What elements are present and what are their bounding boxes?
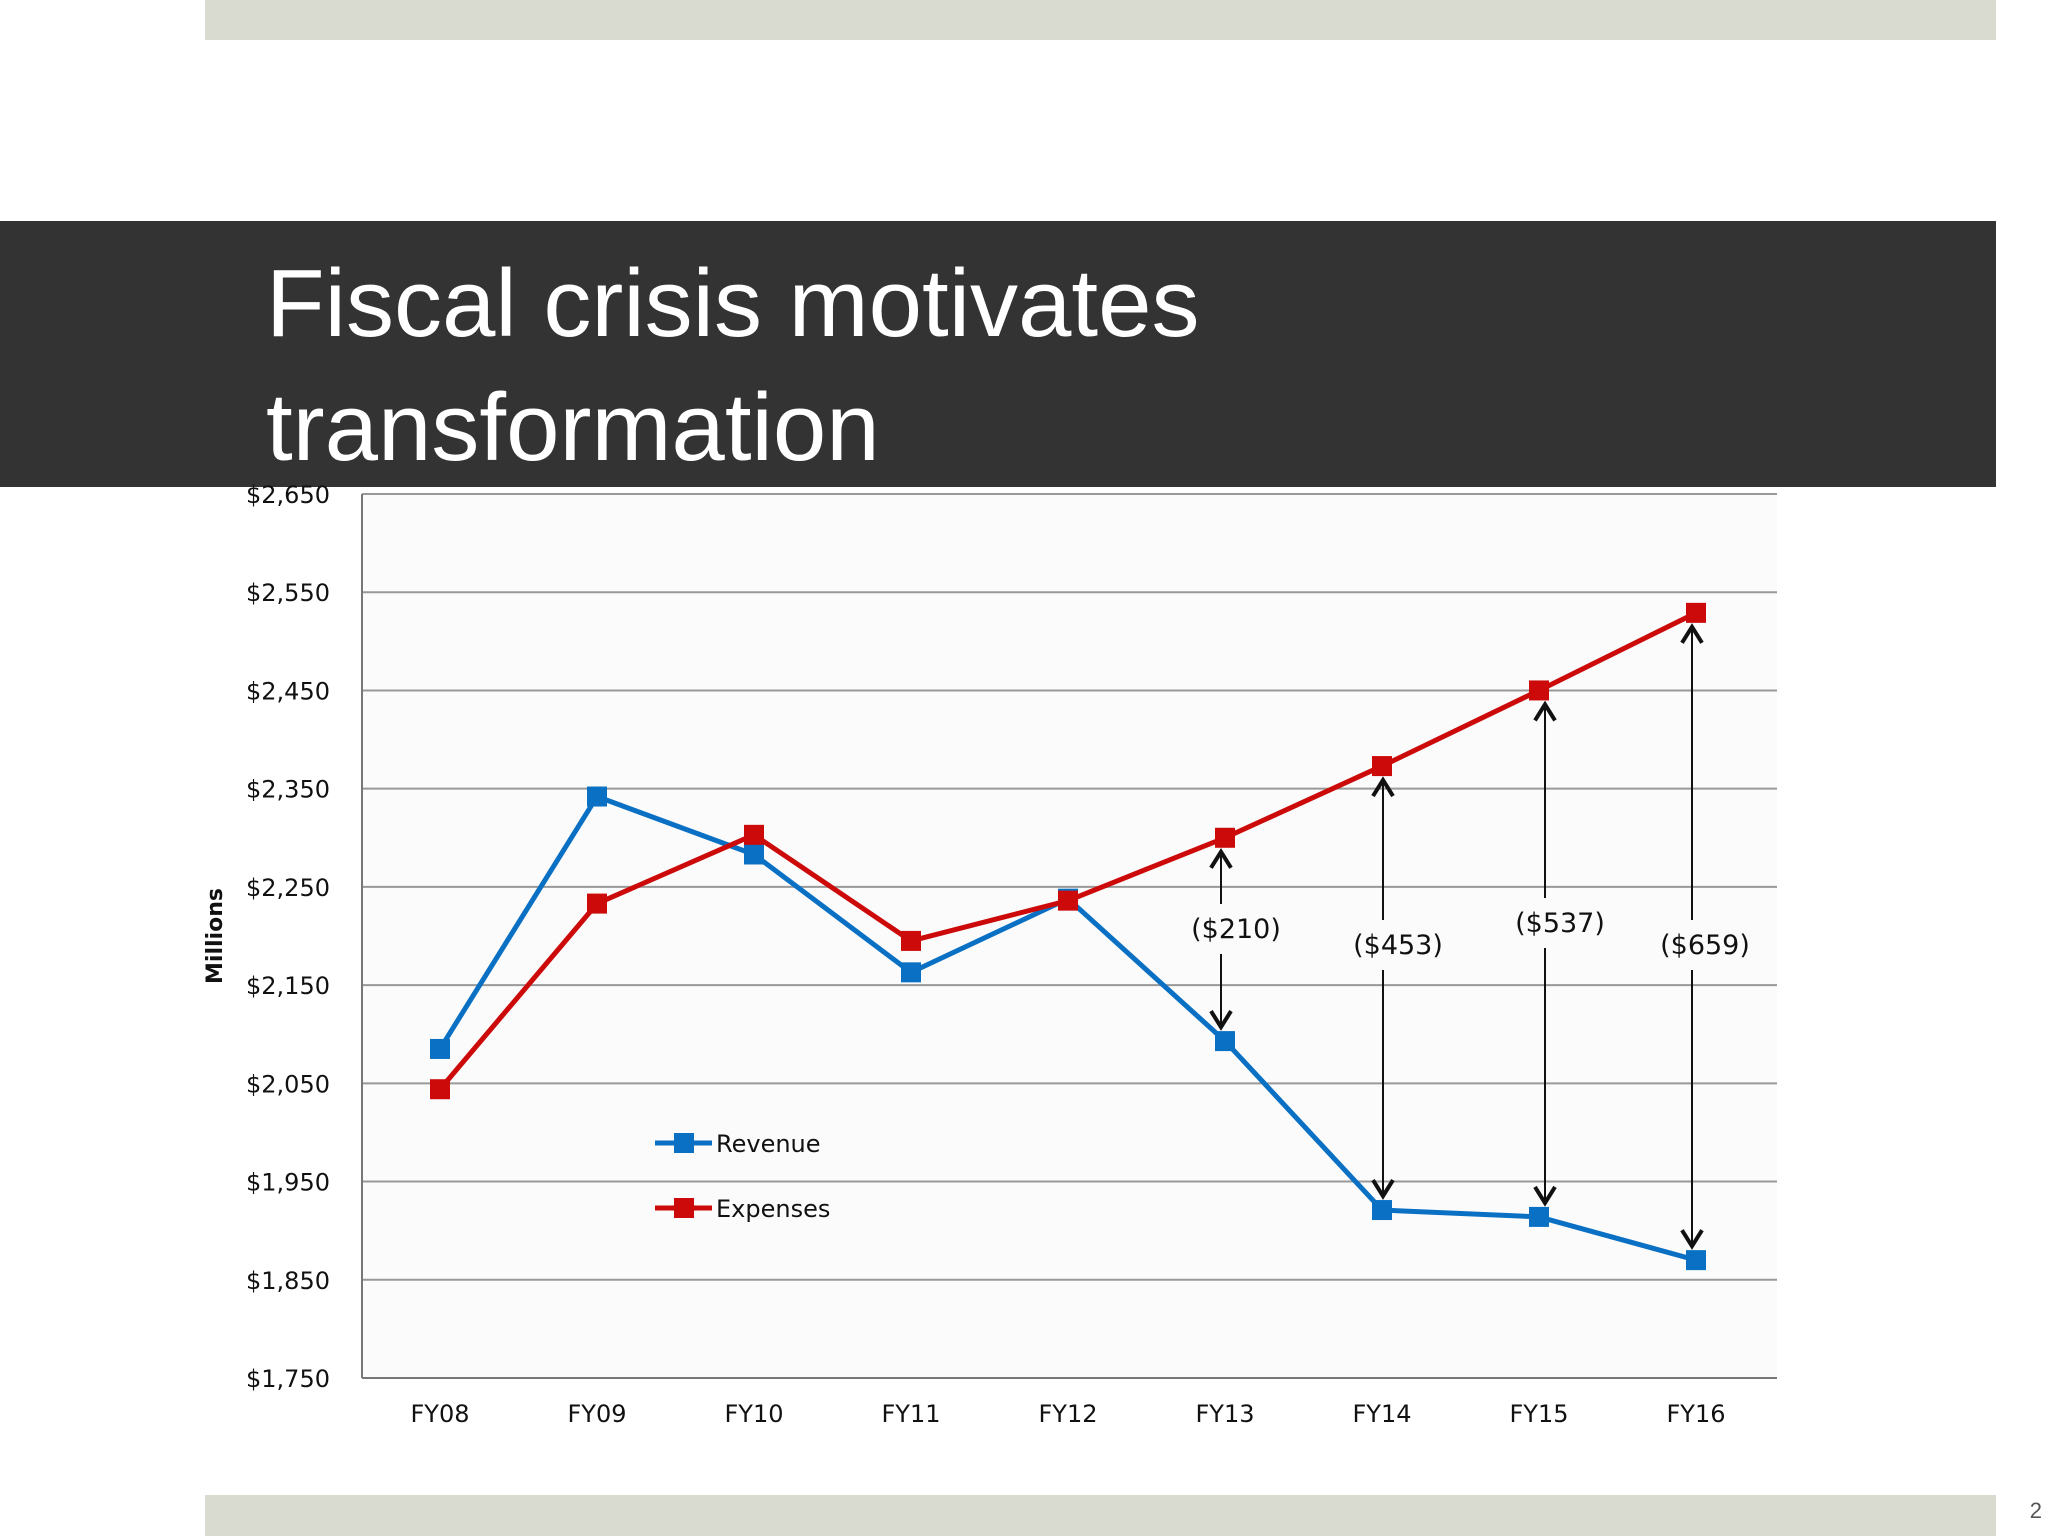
gap-arrow: ($210) [1191, 848, 1281, 1031]
revenue-marker [744, 844, 764, 865]
y-tick-label: $1,850 [246, 1267, 330, 1295]
gap-arrow: ($537) [1515, 700, 1605, 1207]
x-tick-label: FY09 [567, 1400, 626, 1428]
bottom-accent-bar [205, 1495, 1996, 1536]
revenue-marker [1529, 1206, 1549, 1227]
gap-label: ($210) [1191, 914, 1281, 945]
revenue-marker [430, 1038, 450, 1059]
slide-title: Fiscal crisis motivates transformation [266, 250, 1200, 481]
legend-item-revenue: Revenue [655, 1130, 821, 1158]
y-tick-label: $1,750 [246, 1365, 330, 1393]
x-tick-label: FY11 [881, 1400, 940, 1428]
gap-arrow: ($453) [1353, 776, 1443, 1200]
legend-marker [674, 1198, 694, 1218]
y-tick-label: $2,350 [246, 776, 330, 804]
legend-label: Expenses [716, 1195, 830, 1223]
gap-annotations: ($210) ($453) ($537) ($659) [1191, 623, 1750, 1250]
chart-series [430, 602, 1706, 1271]
revenue-marker [587, 786, 607, 807]
chart-legend: Revenue Expenses [655, 1130, 830, 1223]
y-tick-label: $2,050 [246, 1070, 330, 1098]
revenue-marker [1215, 1031, 1235, 1052]
x-tick-label: FY08 [410, 1400, 469, 1428]
revenue-marker [901, 962, 921, 983]
expenses-marker [430, 1079, 450, 1100]
title-band [0, 221, 1996, 487]
expenses-marker [1058, 890, 1078, 911]
arrow-head-down [1209, 1010, 1233, 1031]
arrow-head-down [1533, 1185, 1557, 1207]
expenses-marker [744, 824, 764, 845]
gap-label: ($453) [1353, 930, 1443, 961]
y-tick-label: $2,450 [246, 677, 330, 705]
gap-label: ($659) [1660, 930, 1750, 961]
y-tick-label: $2,150 [246, 972, 330, 1000]
gap-label: ($537) [1515, 908, 1605, 939]
legend-item-expenses: Expenses [655, 1195, 830, 1223]
expenses-marker [1372, 756, 1392, 777]
arrow-head-up [1680, 623, 1704, 644]
arrow-head-down [1371, 1178, 1395, 1200]
gap-arrow: ($659) [1660, 623, 1750, 1250]
x-tick-label: FY10 [724, 1400, 783, 1428]
revenue-marker [1686, 1250, 1706, 1271]
x-tick-label: FY14 [1352, 1400, 1411, 1428]
legend-marker [674, 1133, 694, 1153]
expenses-marker [1686, 602, 1706, 623]
y-tick-label: $1,950 [246, 1169, 330, 1197]
revenue-marker [1372, 1200, 1392, 1221]
expenses-marker [1529, 680, 1549, 701]
grid-lines [362, 493, 1777, 1378]
arrow-head-up [1371, 776, 1395, 798]
legend-label: Revenue [716, 1130, 821, 1158]
arrow-head-up [1533, 700, 1557, 722]
x-tick-label: FY13 [1195, 1400, 1254, 1428]
y-axis-title: Millions [203, 888, 228, 984]
x-tick-label: FY15 [1509, 1400, 1568, 1428]
chart-axes: $1,750 $1,850 $1,950 $2,050 $2,150 $2,250 $2,3… [203, 481, 1777, 1428]
expenses-marker [587, 893, 607, 914]
expenses-marker [1215, 827, 1235, 848]
y-tick-label: $2,550 [246, 579, 330, 607]
plot-area [362, 494, 1777, 1378]
arrow-head-down [1680, 1229, 1704, 1250]
x-tick-label: FY16 [1666, 1400, 1725, 1428]
x-tick-label: FY12 [1038, 1400, 1097, 1428]
expenses-marker [901, 930, 921, 951]
y-tick-label: $2,250 [246, 874, 330, 902]
page-number: 2 [2029, 1498, 2042, 1523]
top-accent-bar [205, 0, 1996, 40]
y-tick-label: $2,650 [246, 481, 330, 509]
arrow-head-up [1209, 848, 1233, 869]
